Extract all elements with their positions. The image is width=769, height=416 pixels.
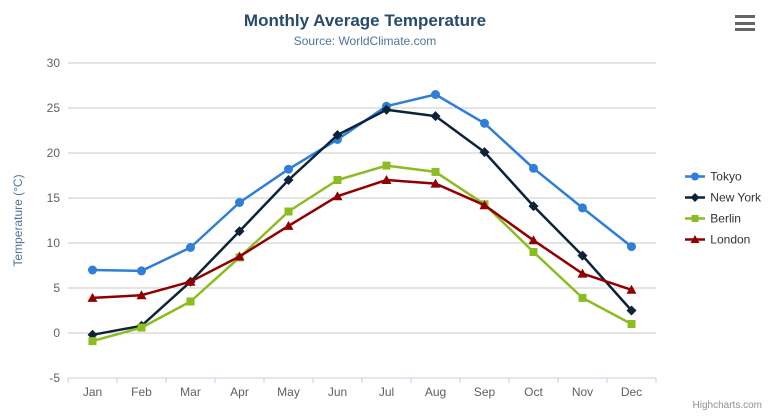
legend-label: London bbox=[710, 232, 751, 247]
y-gridlines bbox=[68, 62, 656, 379]
legend-square-icon bbox=[685, 215, 706, 222]
svg-text:Apr: Apr bbox=[230, 385, 249, 399]
svg-text:20: 20 bbox=[47, 146, 61, 160]
context-menu-button[interactable] bbox=[733, 13, 757, 33]
legend-label: Berlin bbox=[710, 211, 741, 226]
legend-circle-icon bbox=[685, 172, 706, 181]
svg-text:-5: -5 bbox=[49, 371, 60, 385]
svg-text:Jun: Jun bbox=[328, 385, 347, 399]
legend-item-berlin[interactable]: Berlin bbox=[685, 212, 761, 226]
series-tokyo bbox=[88, 90, 636, 276]
legend-triangle-icon bbox=[685, 235, 706, 243]
svg-text:May: May bbox=[277, 385, 300, 399]
legend-item-tokyo[interactable]: Tokyo bbox=[685, 170, 761, 184]
svg-text:Oct: Oct bbox=[524, 385, 543, 399]
svg-text:Dec: Dec bbox=[621, 385, 642, 399]
svg-text:Aug: Aug bbox=[425, 385, 446, 399]
x-axis-labels: Jan Feb Mar Apr May Jun Jul Aug Sep Oct Nov Dec bbox=[83, 385, 642, 399]
hamburger-icon bbox=[735, 15, 755, 18]
legend-label: New York bbox=[710, 190, 761, 205]
legend-item-new-york[interactable]: New York bbox=[685, 191, 761, 205]
svg-text:Jul: Jul bbox=[379, 385, 394, 399]
credits-link[interactable]: Highcharts.com bbox=[692, 400, 762, 411]
hamburger-icon bbox=[735, 21, 755, 25]
svg-text:Feb: Feb bbox=[131, 385, 152, 399]
svg-text:30: 30 bbox=[47, 56, 61, 70]
legend-label: Tokyo bbox=[710, 169, 742, 184]
legend-item-london[interactable]: London bbox=[685, 233, 761, 247]
svg-text:0: 0 bbox=[53, 326, 60, 340]
series-new-york bbox=[87, 104, 637, 340]
svg-text:5: 5 bbox=[53, 281, 60, 295]
hamburger-icon bbox=[735, 28, 755, 31]
svg-text:25: 25 bbox=[47, 101, 61, 115]
svg-text:10: 10 bbox=[47, 236, 61, 250]
y-axis-title: Temperature (°C) bbox=[11, 174, 25, 266]
legend: Tokyo New York Berlin London bbox=[685, 170, 761, 247]
svg-text:Sep: Sep bbox=[474, 385, 496, 399]
y-axis-labels: -5 0 5 10 15 20 25 30 bbox=[47, 56, 61, 385]
svg-text:Nov: Nov bbox=[572, 385, 593, 399]
series-london bbox=[87, 175, 637, 302]
legend-diamond-icon bbox=[685, 193, 706, 202]
svg-text:Jan: Jan bbox=[83, 385, 102, 399]
svg-text:Mar: Mar bbox=[180, 385, 201, 399]
x-axis bbox=[67, 377, 657, 383]
svg-text:15: 15 bbox=[47, 191, 61, 205]
